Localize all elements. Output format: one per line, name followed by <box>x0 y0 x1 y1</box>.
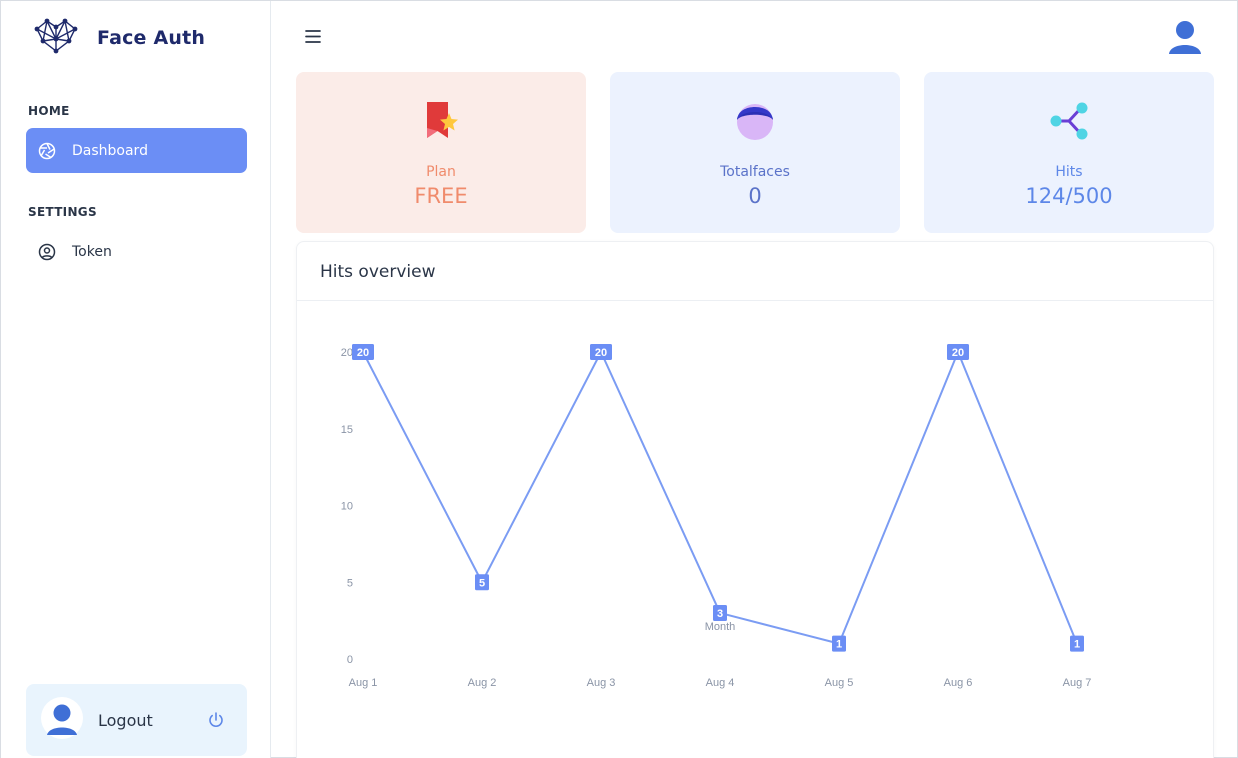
data-label: 20 <box>952 347 964 359</box>
aperture-icon <box>37 141 57 161</box>
bookmark-star-icon <box>296 100 586 142</box>
totalfaces-card: Totalfaces 0 <box>610 72 900 233</box>
hits-value: 124/500 <box>1025 184 1113 208</box>
data-label-box <box>352 344 374 360</box>
x-tick-label: Aug 3 <box>587 677 616 689</box>
face-network-logo-icon <box>33 17 79 59</box>
x-tick-label: Aug 2 <box>468 677 497 689</box>
y-tick-label: 15 <box>341 424 353 436</box>
share-nodes-icon <box>924 100 1214 142</box>
sidebar-item-label: Dashboard <box>72 142 148 159</box>
data-label-box <box>590 344 612 360</box>
nav-caption-home: HOME <box>28 104 70 118</box>
face-icon <box>610 100 900 142</box>
x-tick-label: Aug 7 <box>1063 677 1092 689</box>
power-icon[interactable] <box>207 711 225 729</box>
sidebar-item-token[interactable]: Token <box>26 229 247 274</box>
hits-card: Hits 124/500 <box>924 72 1214 233</box>
sidebar-item-dashboard[interactable]: Dashboard <box>26 128 247 173</box>
hits-overview-panel: Hits overview 0 5 10 15 20 Aug 1 Aug 2 Aug 3 Aug… <box>296 241 1214 758</box>
data-label-box <box>1070 635 1084 652</box>
user-circle-icon <box>37 242 57 262</box>
user-avatar-icon[interactable] <box>1167 18 1203 60</box>
data-label: 1 <box>836 639 842 651</box>
brand[interactable]: Face Auth <box>33 17 205 59</box>
data-label-box <box>947 344 969 360</box>
plan-card: Plan FREE <box>296 72 586 233</box>
hamburger-icon[interactable] <box>304 28 322 48</box>
y-tick-label: 20 <box>341 347 353 359</box>
logout-card: Logout <box>26 684 247 756</box>
data-label: 20 <box>357 347 369 359</box>
sidebar-item-label: Token <box>72 243 112 260</box>
data-label: 3 <box>717 608 723 620</box>
nav-caption-settings: SETTINGS <box>28 205 97 219</box>
data-label-box <box>832 635 846 652</box>
data-label: 5 <box>479 577 485 589</box>
y-tick-label: 10 <box>341 501 353 513</box>
logout-label: Logout <box>98 710 153 730</box>
panel-title: Hits overview <box>320 262 436 282</box>
x-tick-label: Aug 1 <box>349 677 378 689</box>
data-label-box <box>475 574 489 591</box>
x-tick-label: Aug 6 <box>944 677 973 689</box>
series-line <box>362 351 1078 645</box>
data-label: 20 <box>595 347 607 359</box>
y-tick-label: 5 <box>347 577 353 589</box>
user-avatar-icon <box>41 697 83 743</box>
sidebar: Face Auth HOME Dashboard SETTINGS Token <box>1 1 271 758</box>
totalfaces-value: 0 <box>748 184 762 208</box>
panel-divider <box>297 300 1213 301</box>
plan-value: FREE <box>414 184 468 208</box>
x-axis-label: Month <box>705 621 736 633</box>
plan-label: Plan <box>426 164 456 180</box>
x-tick-label: Aug 4 <box>706 677 735 689</box>
y-tick-label: 0 <box>347 654 353 666</box>
data-label: 1 <box>1074 639 1080 651</box>
data-label-box <box>713 604 727 621</box>
hits-label: Hits <box>1055 164 1083 180</box>
totalfaces-label: Totalfaces <box>720 164 790 180</box>
brand-name: Face Auth <box>97 27 206 49</box>
x-tick-label: Aug 5 <box>825 677 854 689</box>
